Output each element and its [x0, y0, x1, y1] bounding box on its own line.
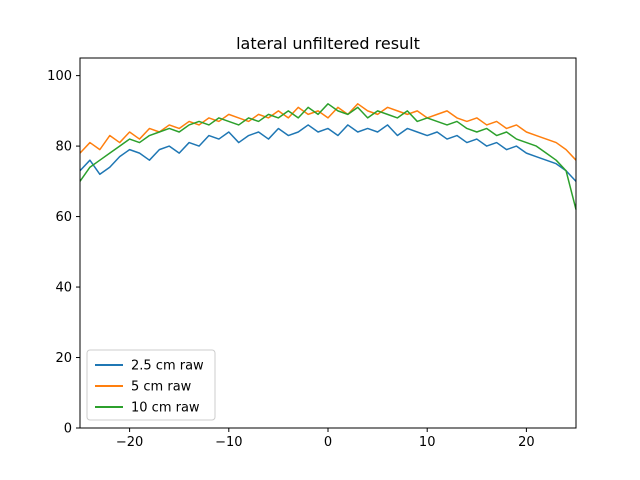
- y-tick-label: 20: [55, 351, 72, 366]
- chart-title: lateral unfiltered result: [236, 34, 420, 53]
- legend: 2.5 cm raw 5 cm raw 10 cm raw: [86, 349, 216, 421]
- x-tick-label: 10: [419, 435, 436, 450]
- x-tick-label: 0: [324, 435, 332, 450]
- y-axis: 0 20 40 60 80 100: [47, 69, 80, 437]
- legend-label-2: 5 cm raw: [131, 380, 192, 395]
- x-tick-label: −10: [215, 435, 242, 450]
- y-tick-label: 80: [55, 140, 72, 155]
- series-line-1: [79, 124, 577, 182]
- series-layer: [79, 103, 577, 210]
- y-tick-label: 100: [47, 69, 72, 84]
- y-tick-label: 60: [55, 210, 72, 225]
- x-axis: −20 −10 0 10 20: [116, 428, 535, 450]
- legend-label-3: 10 cm raw: [131, 401, 200, 416]
- series-line-2: [79, 103, 577, 161]
- x-tick-label: −20: [116, 435, 143, 450]
- y-tick-label: 40: [55, 281, 72, 296]
- x-tick-label: 20: [518, 435, 535, 450]
- legend-box: [86, 349, 216, 421]
- legend-label-1: 2.5 cm raw: [131, 359, 204, 374]
- y-tick-label: 0: [64, 422, 72, 437]
- series-line-3: [79, 103, 577, 210]
